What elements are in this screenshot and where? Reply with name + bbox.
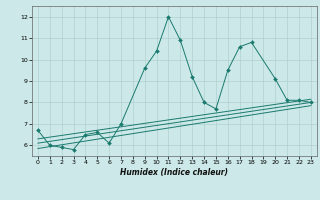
- X-axis label: Humidex (Indice chaleur): Humidex (Indice chaleur): [120, 168, 228, 177]
